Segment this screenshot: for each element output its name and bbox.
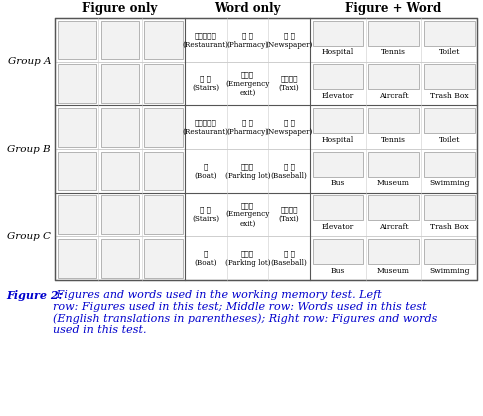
Text: 新 職
(Newspaper): 新 職 (Newspaper) xyxy=(266,119,313,136)
Bar xyxy=(101,108,139,146)
Bar xyxy=(57,239,96,277)
Text: 薬 局
(Pharmacy): 薬 局 (Pharmacy) xyxy=(227,119,269,136)
Text: タクシー
(Taxi): タクシー (Taxi) xyxy=(279,75,299,92)
Text: Group A: Group A xyxy=(8,57,51,66)
Text: レストラン
(Restaurant): レストラン (Restaurant) xyxy=(183,119,229,136)
Bar xyxy=(424,195,474,220)
Bar xyxy=(144,239,183,277)
Text: Figure only: Figure only xyxy=(83,2,157,15)
Bar xyxy=(57,108,96,146)
Bar xyxy=(368,195,419,220)
Bar xyxy=(424,20,474,46)
Text: 野 球
(Baseball): 野 球 (Baseball) xyxy=(271,250,308,267)
Text: Aircraft: Aircraft xyxy=(379,223,408,231)
Bar xyxy=(368,20,419,46)
Text: レストラン
(Restaurant): レストラン (Restaurant) xyxy=(183,31,229,49)
Text: 船
(Boat): 船 (Boat) xyxy=(195,162,217,180)
Text: Hospital: Hospital xyxy=(322,136,354,144)
Text: Elevator: Elevator xyxy=(322,223,354,231)
Bar xyxy=(55,18,477,280)
Bar xyxy=(313,108,363,133)
Text: Tennis: Tennis xyxy=(381,48,406,57)
Bar xyxy=(313,195,363,220)
Text: Elevator: Elevator xyxy=(322,92,354,100)
Text: Figure + Word: Figure + Word xyxy=(345,2,441,15)
Bar xyxy=(424,239,474,264)
Bar xyxy=(313,64,363,89)
Text: Figure 2:: Figure 2: xyxy=(6,290,63,301)
Bar xyxy=(368,151,419,177)
Bar xyxy=(144,108,183,146)
Text: Trash Box: Trash Box xyxy=(430,92,469,100)
Text: 非常口
(Emergency
exit): 非常口 (Emergency exit) xyxy=(225,201,270,228)
Text: Museum: Museum xyxy=(377,267,410,275)
Text: 非常口
(Emergency
exit): 非常口 (Emergency exit) xyxy=(225,70,270,97)
Bar xyxy=(101,239,139,277)
Bar xyxy=(424,108,474,133)
Text: Trash Box: Trash Box xyxy=(430,223,469,231)
Text: 新 職
(Newspaper): 新 職 (Newspaper) xyxy=(266,31,313,49)
Bar xyxy=(57,20,96,59)
Text: Figures and words used in the working memory test. Left
row: Figures used in thi: Figures and words used in the working me… xyxy=(53,290,438,335)
Bar xyxy=(424,64,474,89)
Bar xyxy=(368,64,419,89)
Text: 野 球
(Baseball): 野 球 (Baseball) xyxy=(271,162,308,180)
Bar xyxy=(101,64,139,103)
Bar xyxy=(144,151,183,190)
Text: 駐車場
(Parking lot): 駐車場 (Parking lot) xyxy=(225,250,270,267)
Bar xyxy=(368,108,419,133)
Bar xyxy=(313,239,363,264)
Text: 階 段
(Stairs): 階 段 (Stairs) xyxy=(192,75,219,92)
Text: Hospital: Hospital xyxy=(322,48,354,57)
Bar xyxy=(424,151,474,177)
Bar xyxy=(101,20,139,59)
Text: Museum: Museum xyxy=(377,179,410,187)
Bar xyxy=(368,239,419,264)
Text: 船
(Boat): 船 (Boat) xyxy=(195,250,217,267)
Text: Swimming: Swimming xyxy=(429,179,469,187)
Bar xyxy=(57,64,96,103)
Text: Swimming: Swimming xyxy=(429,267,469,275)
Text: Bus: Bus xyxy=(331,179,345,187)
Text: Toilet: Toilet xyxy=(439,136,460,144)
Bar xyxy=(144,195,183,234)
Text: Toilet: Toilet xyxy=(439,48,460,57)
Bar xyxy=(313,151,363,177)
Text: 薬 局
(Pharmacy): 薬 局 (Pharmacy) xyxy=(227,31,269,49)
Bar xyxy=(313,20,363,46)
Bar xyxy=(101,195,139,234)
Text: タクシー
(Taxi): タクシー (Taxi) xyxy=(279,206,299,223)
Bar xyxy=(57,195,96,234)
Bar xyxy=(144,20,183,59)
Text: Tennis: Tennis xyxy=(381,136,406,144)
Text: Aircraft: Aircraft xyxy=(379,92,408,100)
Text: Group C: Group C xyxy=(7,232,51,241)
Text: 駐車場
(Parking lot): 駐車場 (Parking lot) xyxy=(225,162,270,180)
Bar xyxy=(57,151,96,190)
Text: Word only: Word only xyxy=(214,2,281,15)
Text: Group B: Group B xyxy=(7,144,51,154)
Text: Bus: Bus xyxy=(331,267,345,275)
Bar xyxy=(101,151,139,190)
Text: 階 段
(Stairs): 階 段 (Stairs) xyxy=(192,206,219,223)
Bar xyxy=(144,64,183,103)
